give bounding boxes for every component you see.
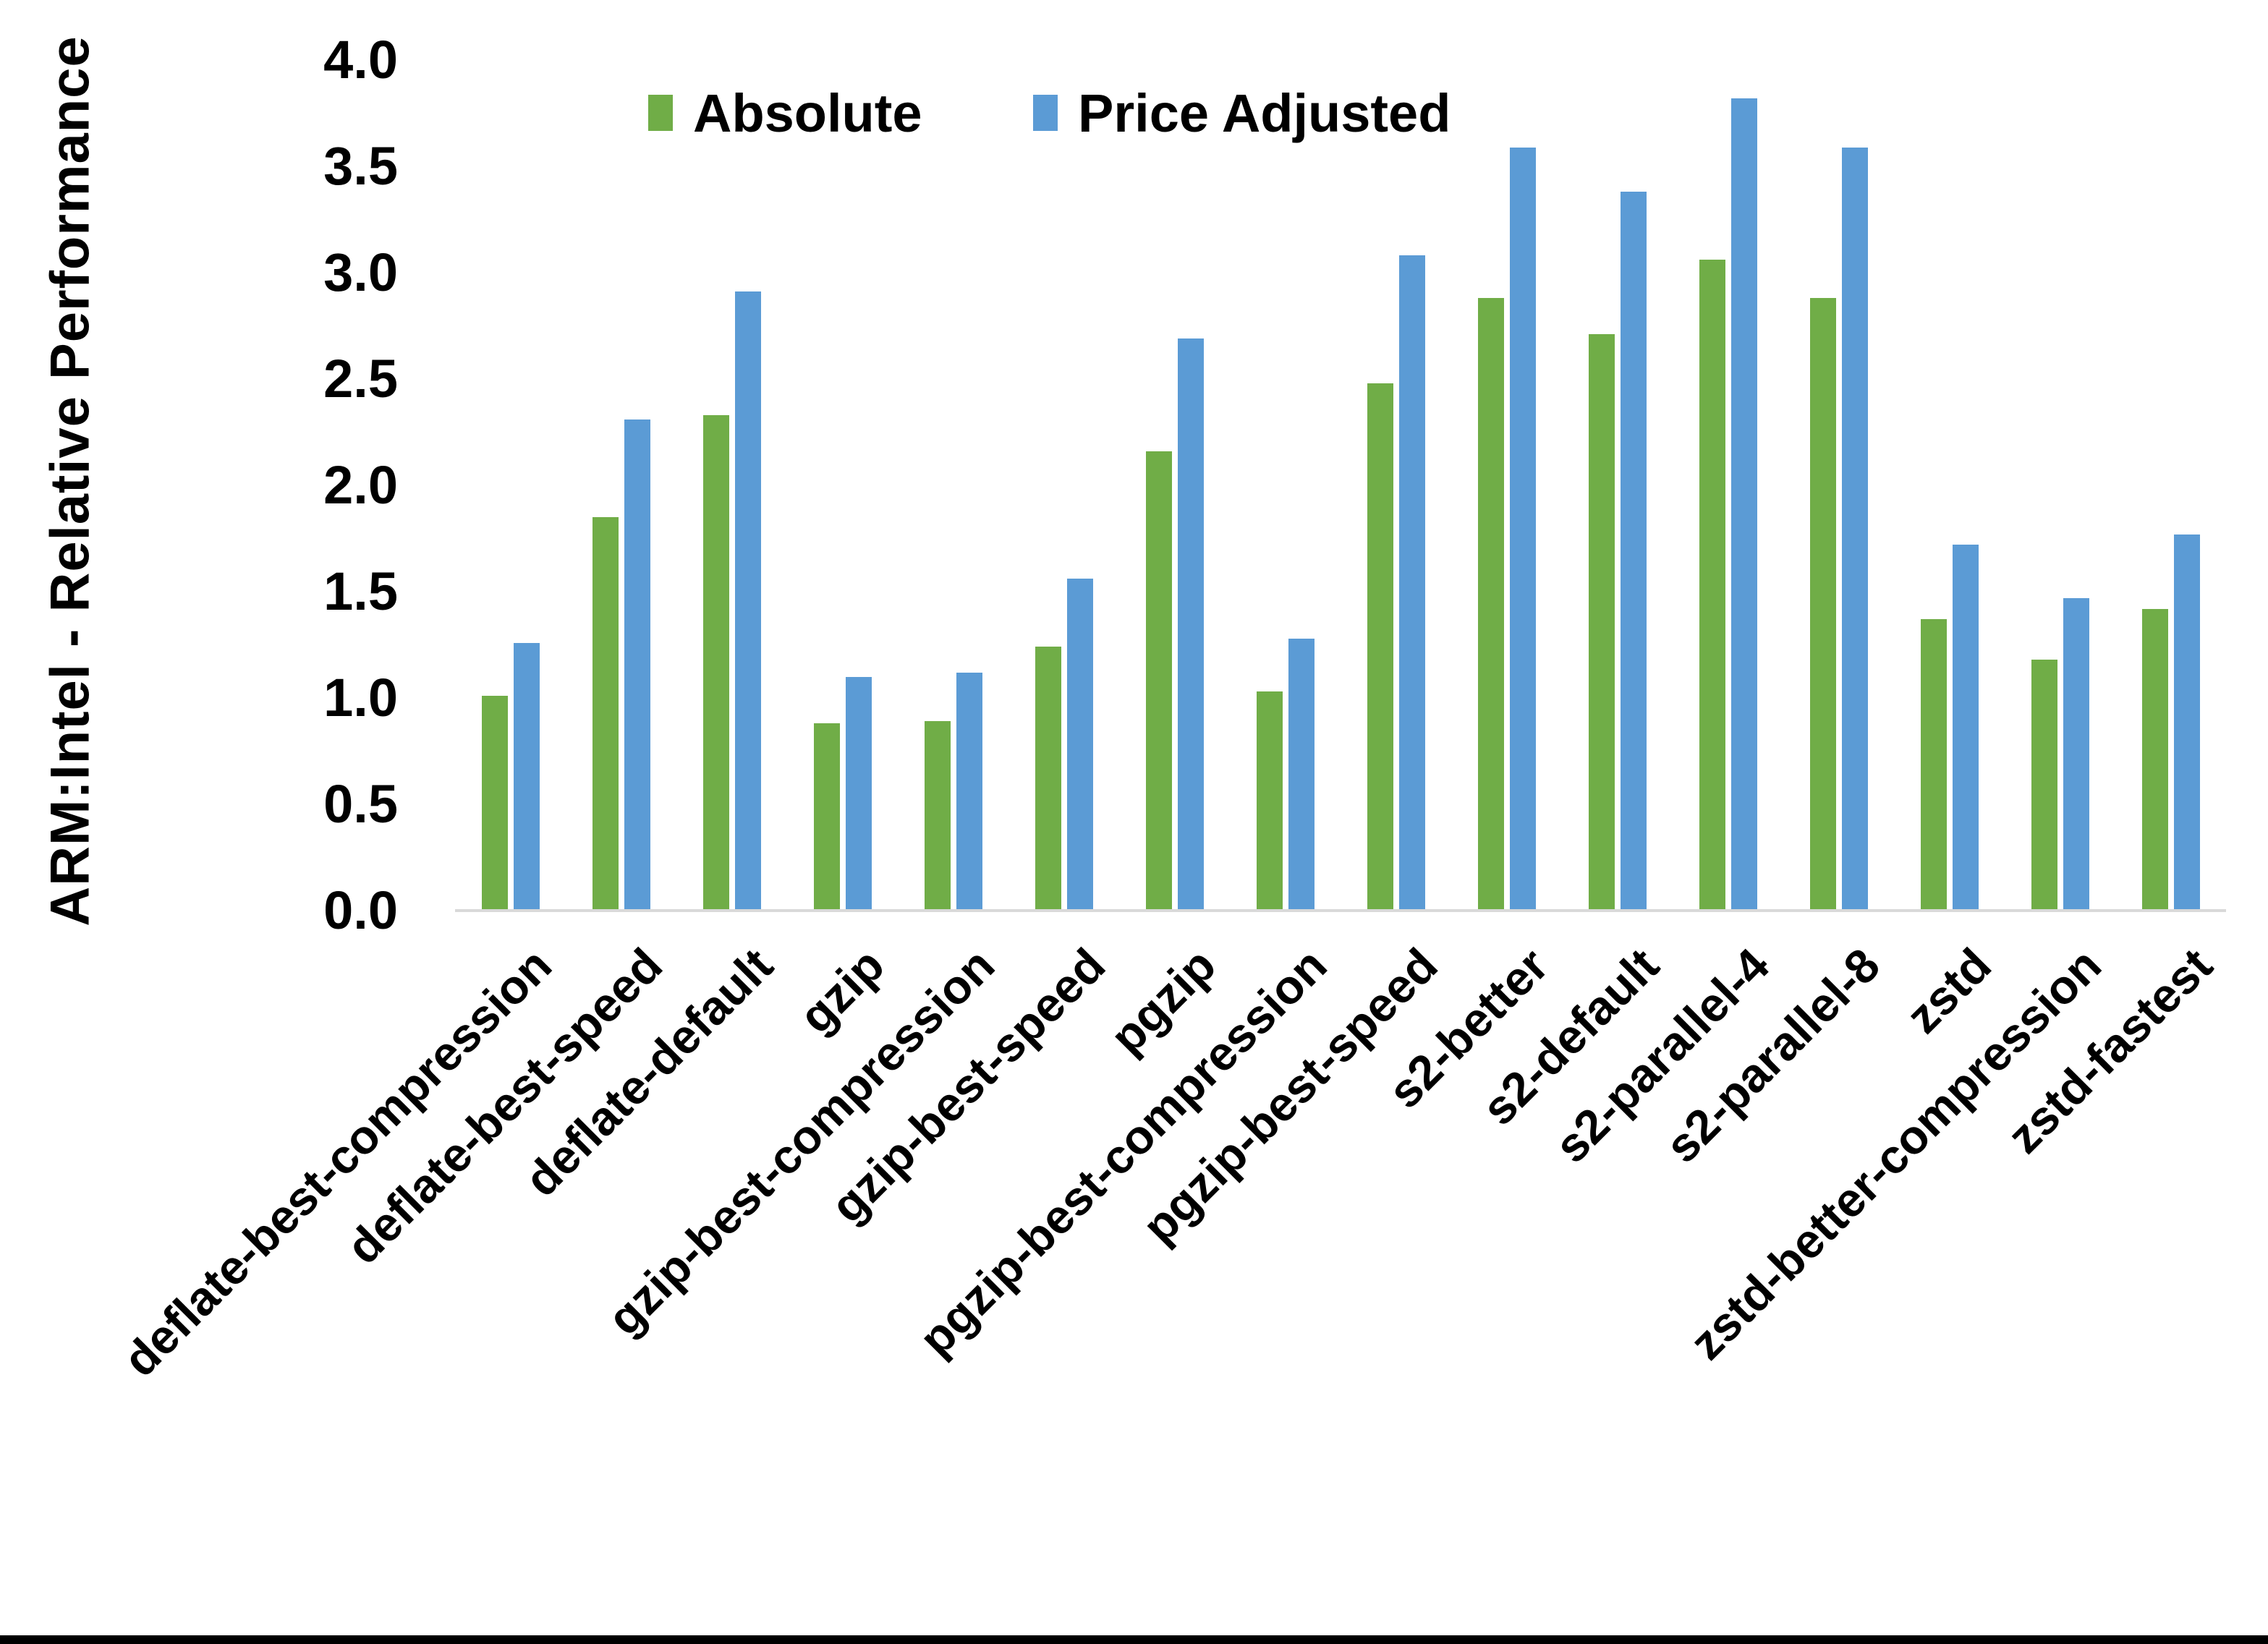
y-axis-tick-label: 1.0 xyxy=(323,668,398,728)
bar-price-adjusted-zstd-better-compression xyxy=(2063,598,2089,911)
bar-absolute-pgzip-best-speed xyxy=(1367,383,1393,911)
y-axis-tick-label: 3.5 xyxy=(323,136,398,196)
bar-absolute-s2-default xyxy=(1588,334,1615,911)
legend-label-absolute: Absolute xyxy=(693,82,922,143)
bar-price-adjusted-zstd-fastest xyxy=(2173,534,2200,911)
bar-price-adjusted-deflate-best-compression xyxy=(513,643,540,911)
bar-absolute-deflate-default xyxy=(702,415,729,911)
y-axis-tick-label: 0.5 xyxy=(323,774,398,834)
legend-swatch-absolute xyxy=(648,95,673,131)
y-axis-title: ARM:Intel - Relative Performance xyxy=(39,35,101,927)
legend-label-price-adjusted: Price Adjusted xyxy=(1078,82,1451,143)
y-axis-tick-label: 2.0 xyxy=(323,455,398,515)
y-axis-tick-label: 3.0 xyxy=(323,242,398,302)
bar-price-adjusted-s2-better xyxy=(1509,148,1536,911)
bar-absolute-s2-better xyxy=(1477,298,1504,911)
y-axis-tick-label: 2.5 xyxy=(323,349,398,409)
bar-price-adjusted-deflate-best-speed xyxy=(624,419,650,911)
legend-item-price-adjusted: Price Adjusted xyxy=(1033,83,1451,143)
bar-absolute-pgzip xyxy=(1145,451,1172,911)
bar-absolute-gzip xyxy=(813,723,840,911)
x-axis-label-deflate-best-compression: deflate-best-compression xyxy=(113,937,562,1387)
x-axis-baseline xyxy=(455,909,2226,912)
bar-price-adjusted-pgzip xyxy=(1177,338,1204,911)
bar-price-adjusted-s2-parallel-8 xyxy=(1841,148,1868,911)
bottom-border xyxy=(0,1635,2268,1644)
bar-absolute-gzip-best-speed xyxy=(1035,647,1061,911)
bar-absolute-gzip-best-compression xyxy=(924,721,951,911)
legend-swatch-price-adjusted xyxy=(1033,95,1058,131)
bar-absolute-s2-parallel-8 xyxy=(1809,298,1836,911)
bar-price-adjusted-s2-default xyxy=(1620,192,1647,911)
bar-price-adjusted-deflate-default xyxy=(734,291,761,911)
y-axis-tick-label: 4.0 xyxy=(323,30,398,90)
legend-item-absolute: Absolute xyxy=(648,83,922,143)
bar-absolute-deflate-best-speed xyxy=(592,517,619,911)
bar-absolute-deflate-best-compression xyxy=(481,696,508,911)
bar-price-adjusted-gzip xyxy=(845,677,872,911)
bar-price-adjusted-zstd xyxy=(1952,545,1979,911)
bar-absolute-zstd xyxy=(1920,619,1947,911)
bar-price-adjusted-gzip-best-speed xyxy=(1066,579,1093,911)
bar-price-adjusted-gzip-best-compression xyxy=(956,673,982,911)
bar-price-adjusted-pgzip-best-speed xyxy=(1398,255,1425,911)
bar-absolute-pgzip-best-compression xyxy=(1256,691,1283,911)
bar-absolute-zstd-fastest xyxy=(2141,609,2168,911)
y-axis-tick-label: 1.5 xyxy=(323,561,398,621)
bar-absolute-s2-parallel-4 xyxy=(1699,260,1725,911)
bar-price-adjusted-s2-parallel-4 xyxy=(1730,98,1757,911)
bar-absolute-zstd-better-compression xyxy=(2031,660,2057,911)
bar-price-adjusted-pgzip-best-compression xyxy=(1288,639,1314,911)
y-axis-tick-label: 0.0 xyxy=(323,880,398,940)
